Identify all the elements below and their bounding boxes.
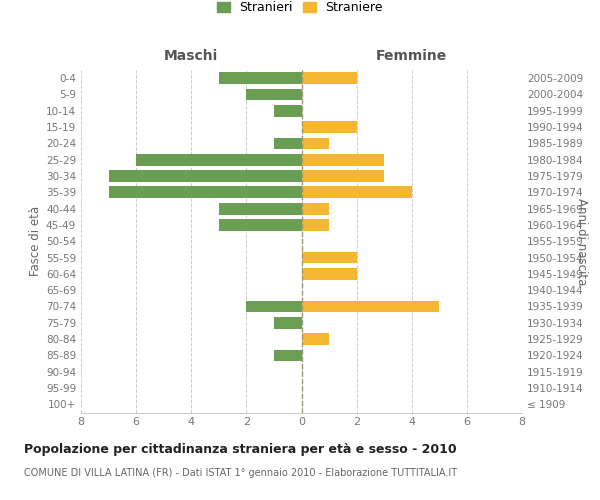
Legend: Stranieri, Straniere: Stranieri, Straniere [217, 1, 383, 14]
Bar [302, 121, 356, 133]
Bar [302, 154, 384, 166]
Text: Femmine: Femmine [376, 50, 448, 64]
Bar [302, 138, 329, 149]
Bar [247, 88, 302, 101]
Bar [302, 268, 356, 280]
Bar [302, 219, 329, 231]
Text: COMUNE DI VILLA LATINA (FR) - Dati ISTAT 1° gennaio 2010 - Elaborazione TUTTITAL: COMUNE DI VILLA LATINA (FR) - Dati ISTAT… [24, 468, 457, 477]
Bar [302, 170, 384, 182]
Bar [219, 203, 302, 214]
Bar [302, 333, 329, 345]
Bar [109, 186, 302, 198]
Y-axis label: Fasce di età: Fasce di età [29, 206, 42, 276]
Bar [274, 350, 302, 362]
Bar [274, 317, 302, 328]
Bar [302, 252, 356, 264]
Bar [274, 138, 302, 149]
Text: Popolazione per cittadinanza straniera per età e sesso - 2010: Popolazione per cittadinanza straniera p… [24, 442, 457, 456]
Bar [109, 170, 302, 182]
Bar [302, 186, 412, 198]
Bar [302, 72, 356, 84]
Bar [219, 219, 302, 231]
Bar [136, 154, 302, 166]
Bar [302, 203, 329, 214]
Bar [219, 72, 302, 84]
Bar [274, 105, 302, 117]
Bar [247, 300, 302, 312]
Bar [302, 300, 439, 312]
Y-axis label: Anni di nascita: Anni di nascita [575, 198, 588, 285]
Text: Maschi: Maschi [164, 50, 218, 64]
